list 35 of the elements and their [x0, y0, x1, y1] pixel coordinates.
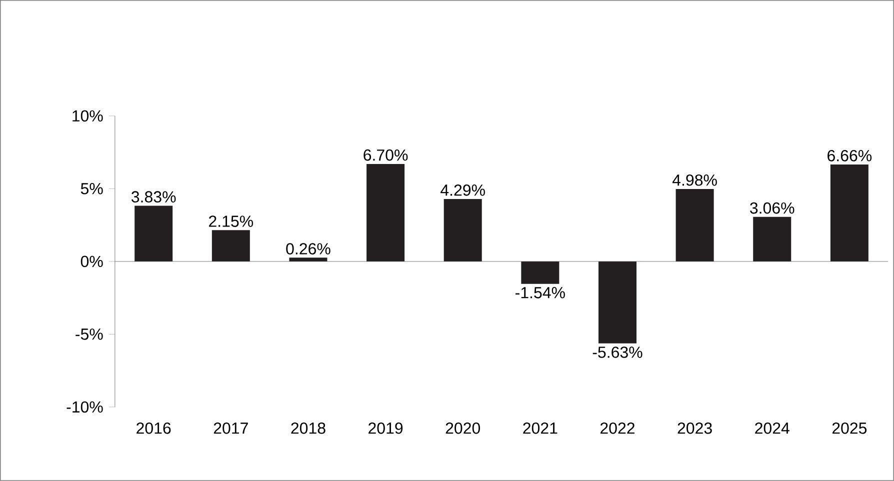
- y-tick-label: -10%: [66, 401, 103, 413]
- y-tick-label: 5%: [80, 183, 103, 194]
- x-tick-label: 2023: [678, 422, 712, 434]
- bar: [444, 199, 482, 262]
- y-tick-label: -5%: [76, 328, 103, 340]
- bar: [753, 216, 792, 262]
- data-label: 3.06%: [750, 202, 794, 214]
- bar: [676, 189, 714, 262]
- data-label: 3.83%: [132, 191, 176, 203]
- data-label: -5.63%: [592, 346, 642, 358]
- x-tick-label: 2025: [832, 422, 867, 434]
- x-tick-label: 2017: [214, 422, 248, 434]
- data-label: 6.66%: [828, 150, 872, 162]
- data-label: 4.98%: [672, 174, 717, 186]
- x-tick-label: 2020: [446, 422, 480, 434]
- data-label: -1.54%: [516, 287, 565, 298]
- bar: [366, 164, 405, 262]
- data-label: 0.26%: [286, 243, 330, 255]
- bar: [830, 164, 868, 262]
- bar: [598, 261, 636, 344]
- y-tick-label: 10%: [72, 110, 103, 122]
- x-tick-label: 2018: [291, 422, 326, 434]
- x-tick-label: 2021: [523, 422, 558, 434]
- x-tick-label: 2016: [136, 422, 171, 434]
- x-tick-label: 2022: [600, 422, 634, 434]
- data-label: 2.15%: [209, 216, 254, 228]
- y-tick-label: 0%: [80, 256, 103, 268]
- x-tick-label: 2024: [755, 422, 790, 434]
- data-label: 4.29%: [440, 184, 485, 196]
- bar: [521, 261, 560, 284]
- bar: [212, 230, 250, 262]
- data-label: 6.70%: [364, 149, 408, 161]
- bar: [289, 258, 328, 262]
- bar: [134, 206, 173, 262]
- x-tick-label: 2019: [368, 422, 403, 434]
